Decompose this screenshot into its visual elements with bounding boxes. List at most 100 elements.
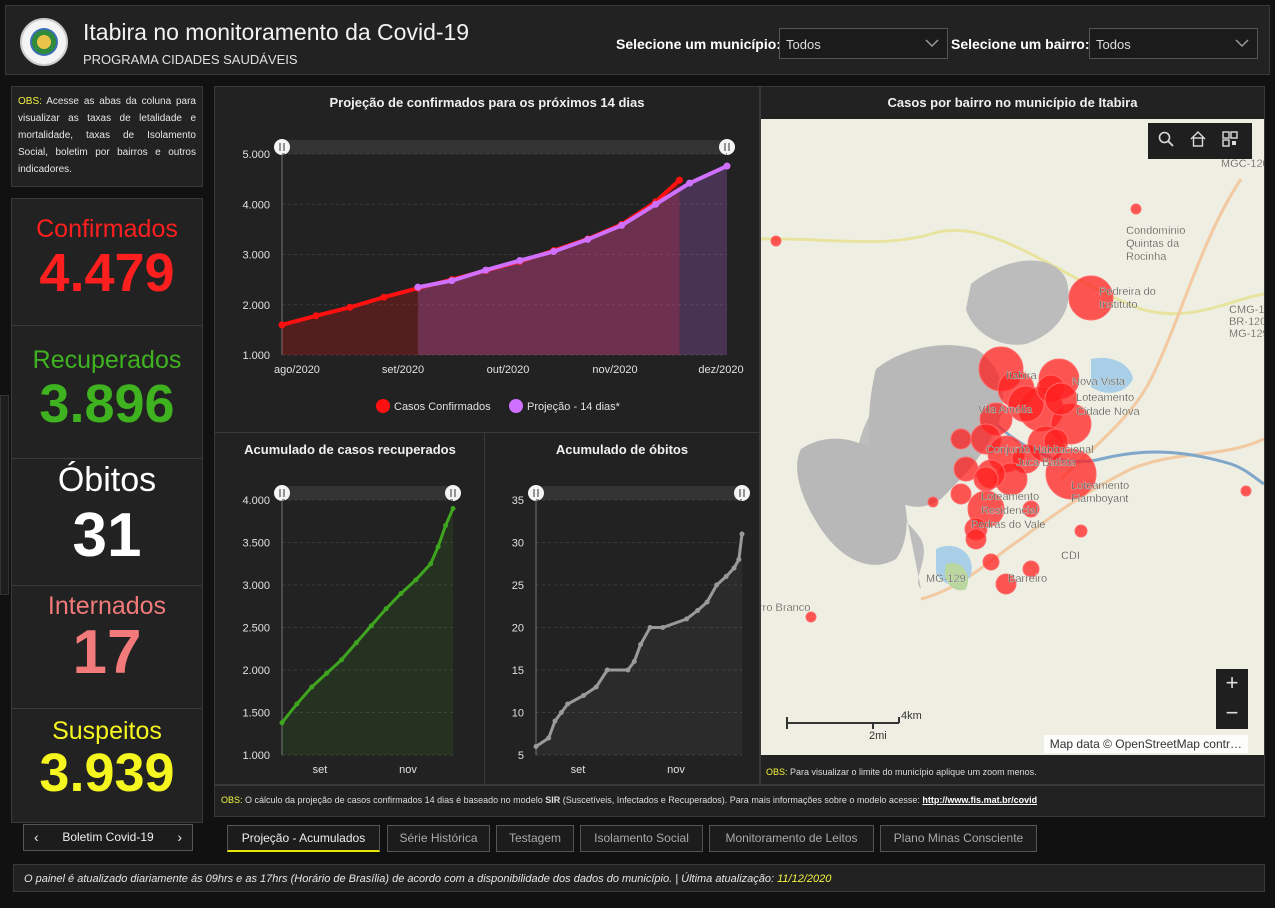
map-place-label: Cidade Nova [1076,406,1140,418]
map-panel: Casos por bairro no município de Itabira… [760,86,1265,785]
data-point [546,735,552,741]
zoom-out-button[interactable]: − [1216,699,1248,729]
data-point [414,283,422,291]
range-slider-handle[interactable] [445,485,461,501]
case-bubble [1022,500,1040,518]
case-bubble [1007,385,1045,423]
zoom-in-button[interactable]: + [1216,669,1248,699]
footer-note: O painel é atualizado diariamente ás 09h… [13,864,1265,892]
municipio-select[interactable]: Todos [779,28,948,59]
bairro-select-value: Todos [1096,37,1131,52]
chevron-left-icon[interactable]: ‹ [34,829,39,845]
y-tick-label: 5.000 [242,149,270,161]
y-tick-label: 3.000 [242,580,270,592]
case-bubble [1068,275,1114,321]
x-tick-label: nov [667,764,685,776]
recovered-chart: 1.000 1.500 2.000 2.500 3.000 3.500 4.000 set no… [242,485,461,776]
data-point [631,659,637,664]
y-tick-label: 25 [512,580,524,592]
projection-chart-title: Projeção de confirmados para os próximos… [329,95,645,110]
x-tick-label: ago/2020 [274,364,320,376]
x-tick-label: nov/2020 [592,364,637,376]
search-icon[interactable] [1158,131,1174,152]
range-slider-handle[interactable] [528,485,544,501]
case-bubble [953,456,979,482]
city-logo [20,18,68,66]
range-slider [282,486,453,500]
model-info-link[interactable]: http://www.fis.mat.br/covid [922,795,1038,805]
tab-isolamento-social[interactable]: Isolamento Social [580,825,703,852]
data-point [652,200,660,208]
range-slider-handle[interactable] [274,139,290,155]
map-place-label: BR-120 [1229,316,1264,328]
legend-label: Casos Confirmados [394,401,491,413]
map-place-label: Quintas da [1126,238,1180,250]
stat-value: 17 [72,618,142,687]
data-point [704,599,710,605]
map-place-label: Itabira [1006,370,1037,382]
chevron-right-icon[interactable]: › [177,829,182,845]
boletim-selector[interactable]: ‹ Boletim Covid-19 › [23,824,193,851]
chevron-down-icon [1235,39,1249,48]
data-point [723,574,729,579]
slider-handle-knob [719,139,735,155]
deaths-chart-title: Acumulado de óbitos [555,442,689,457]
map-view[interactable]: MGC-120 Condomínio Quintas da Rocinha Pedrei… [761,119,1264,755]
municipio-label: Selecione um município: [616,36,781,52]
side-panel-handle[interactable] [0,395,9,595]
data-point [618,221,626,229]
range-slider-handle[interactable] [274,485,290,501]
tab-monitoramento-leitos[interactable]: Monitoramento de Leitos [709,825,874,852]
tab-projecao-acumulados[interactable]: Projeção - Acumulados [227,825,380,852]
case-bubble [982,553,1000,571]
range-slider-handle[interactable] [734,485,750,501]
stat-value: 4.479 [39,243,175,303]
divider [484,433,485,785]
data-point [428,561,434,567]
stat-value: 3.939 [39,743,175,803]
projection-chart: 1.000 2.000 3.000 4.000 5.000 ago/2020 set/202… [242,139,744,413]
y-tick-label: 1.000 [242,350,270,362]
range-slider-handle[interactable] [719,139,735,155]
map-place-label: Barreiro [1008,573,1047,585]
data-point [686,179,694,187]
data-point [338,657,344,663]
data-point [739,531,745,537]
obs-note: OBS: Acesse as abas da coluna para visua… [11,86,203,187]
map-place-label: Flamboyant [1071,493,1128,505]
case-bubble [770,235,782,247]
charts-panel: Projeção de confirmados para os próximos… [214,86,760,785]
bairro-label: Selecione um bairro: [951,36,1090,52]
municipio-select-value: Todos [786,37,821,52]
map-place-label: rro Branco [761,602,810,614]
stat-label: Internados [47,592,167,620]
tab-serie-historica[interactable]: Série Histórica [387,825,490,852]
header-bar: Itabira no monitoramento da Covid-19 PRO… [5,5,1270,75]
map-place-label: MG-129 [926,573,966,585]
map-place-label: Juca Batista [1016,457,1077,469]
map-place-label: Pedras do Vale [971,519,1045,531]
data-point [448,277,456,285]
map-obs-prefix: OBS: [766,767,788,777]
stat-label: Recuperados [32,346,182,374]
footer-text: O painel é atualizado diariamente ás 09h… [24,873,778,885]
stat-confirmados: Confirmados 4.479 [12,199,202,326]
case-bubbles[interactable] [770,203,1252,623]
stat-value: 31 [72,501,142,570]
slider-handle-knob [274,139,290,155]
tab-testagem[interactable]: Testagem [496,825,574,852]
map-attribution[interactable]: Map data © OpenStreetMap contr… [1043,735,1248,753]
case-bubble [1074,524,1088,538]
home-icon[interactable] [1190,131,1206,152]
data-point [533,744,539,749]
y-tick-label: 4.000 [242,495,270,507]
tab-plano-minas-consciente[interactable]: Plano Minas Consciente [880,825,1037,852]
bairro-select[interactable]: Todos [1089,28,1258,59]
y-tick-label: 35 [512,495,524,507]
x-tick-label: dez/2020 [698,364,743,376]
y-tick-label: 15 [512,665,524,677]
qr-code-icon[interactable] [1222,131,1238,152]
data-point [558,710,564,715]
model-note-text2: (Suscetíveis, Infectados e Recuperados).… [560,795,923,805]
